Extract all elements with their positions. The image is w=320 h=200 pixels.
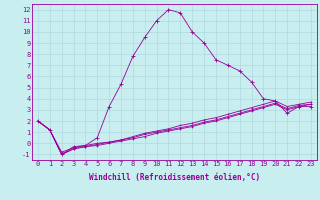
X-axis label: Windchill (Refroidissement éolien,°C): Windchill (Refroidissement éolien,°C)	[89, 173, 260, 182]
